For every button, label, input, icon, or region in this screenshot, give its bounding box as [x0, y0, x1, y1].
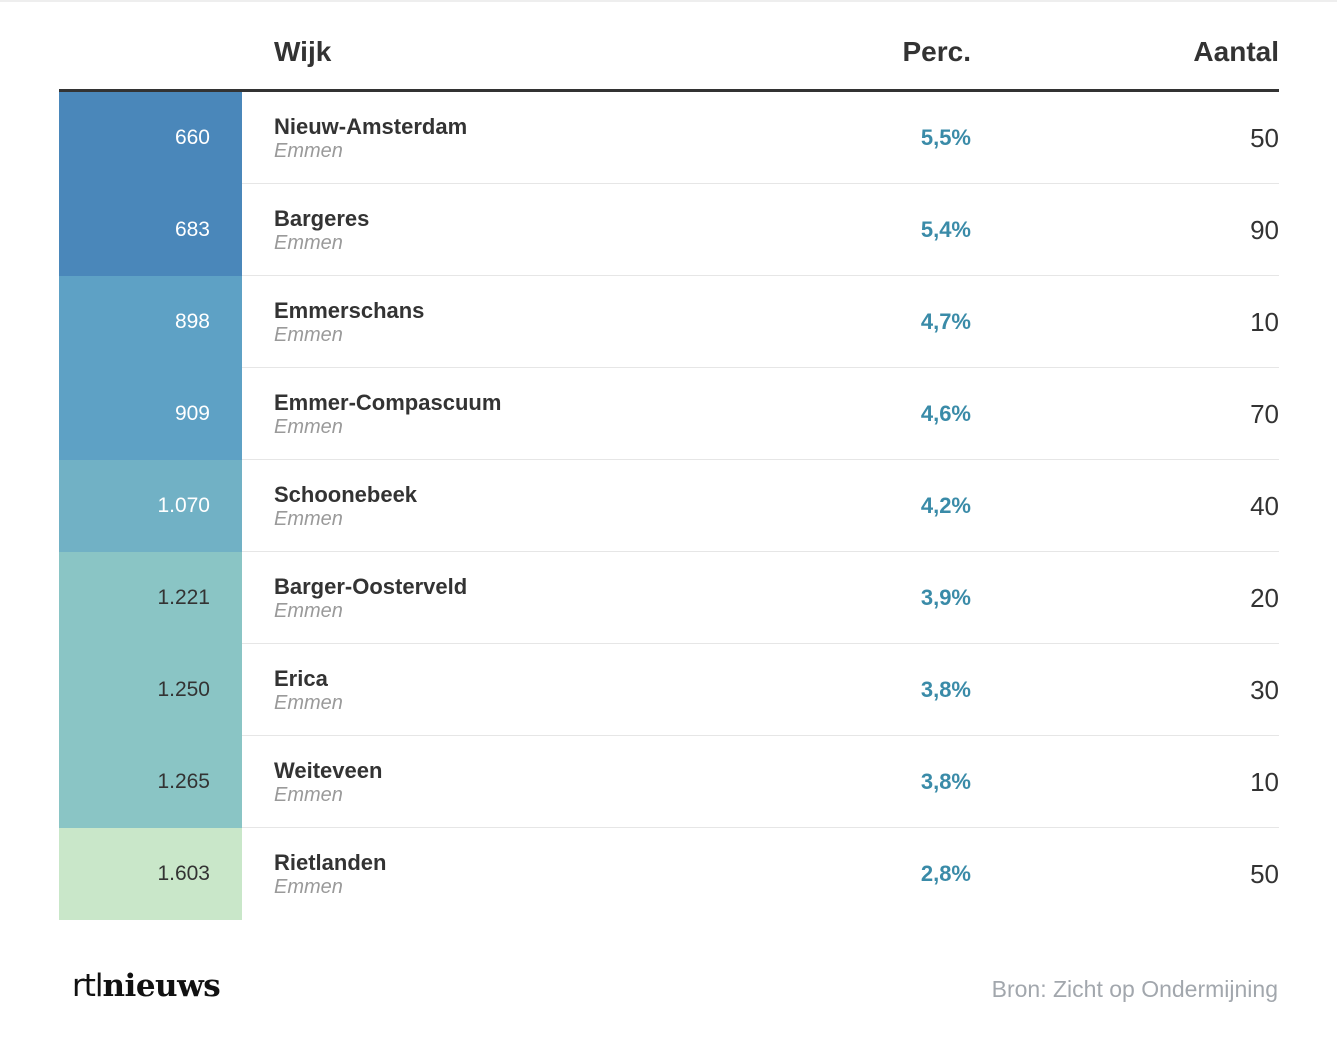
- header-aantal: Aantal: [1193, 36, 1279, 67]
- header-wijk: Wijk: [274, 36, 332, 67]
- aantal-value: 50: [1250, 859, 1279, 889]
- rtl-nieuws-logo: rtlnieuws: [72, 966, 221, 1006]
- row-divider: [242, 735, 1279, 736]
- top-divider: [0, 0, 1337, 2]
- rank-cell: 1.070: [59, 460, 242, 552]
- perc-value: 3,9%: [920, 585, 971, 610]
- aantal-value: 90: [1250, 215, 1279, 245]
- perc-value: 4,7%: [920, 309, 971, 334]
- logo-rtl-text: rtl: [72, 968, 104, 1004]
- aantal-value: 40: [1250, 491, 1279, 521]
- row-divider: [242, 183, 1279, 184]
- table-row: 683 Bargeres Emmen 5,4% 90: [59, 184, 1279, 276]
- table-body: 660 Nieuw-Amsterdam Emmen 5,5% 50 683 Bargeres…: [59, 92, 1279, 920]
- municipality-name: Emmen: [274, 876, 343, 898]
- source-note: Bron: Zicht op Ondermijning: [991, 976, 1278, 1002]
- logo-nieuws-text: nieuws: [102, 968, 221, 1004]
- table-row: 909 Emmer-Compascuum Emmen 4,6% 70: [59, 368, 1279, 460]
- table-header: Wijk Perc. Aantal: [59, 0, 1279, 92]
- aantal-value: 10: [1250, 767, 1279, 797]
- aantal-value: 10: [1250, 307, 1279, 337]
- table-row: 1.603 Rietlanden Emmen 2,8% 50: [59, 828, 1279, 920]
- municipality-name: Emmen: [274, 416, 343, 438]
- municipality-name: Emmen: [274, 600, 343, 622]
- wijk-name: Schoonebeek: [274, 482, 418, 507]
- rank-cell: 898: [59, 276, 242, 368]
- rank-cell: 1.250: [59, 644, 242, 736]
- perc-value: 3,8%: [920, 769, 971, 794]
- rank-value: 898: [174, 310, 210, 333]
- perc-value: 4,2%: [920, 493, 971, 518]
- wijk-name: Emmerschans: [274, 298, 425, 323]
- rank-cell: 660: [59, 92, 242, 184]
- table-row: 660 Nieuw-Amsterdam Emmen 5,5% 50: [59, 92, 1279, 184]
- table-row: 1.265 Weiteveen Emmen 3,8% 10: [59, 736, 1279, 828]
- ranking-table: Wijk Perc. Aantal 660 Nieuw-Amsterdam Emme…: [59, 0, 1279, 920]
- header-perc: Perc.: [902, 36, 972, 67]
- aantal-value: 70: [1250, 399, 1279, 429]
- wijk-name: Erica: [274, 666, 328, 691]
- perc-value: 3,8%: [920, 677, 971, 702]
- wijk-name: Barger-Oosterveld: [274, 574, 468, 599]
- rank-value: 1.250: [157, 678, 210, 701]
- rank-cell: 909: [59, 368, 242, 460]
- row-divider: [242, 827, 1279, 828]
- rank-value: 660: [174, 126, 210, 149]
- perc-value: 4,6%: [920, 401, 971, 426]
- row-divider: [242, 275, 1279, 276]
- municipality-name: Emmen: [274, 692, 343, 714]
- municipality-name: Emmen: [274, 140, 343, 162]
- wijk-name: Emmer-Compascuum: [274, 390, 502, 415]
- municipality-name: Emmen: [274, 508, 343, 530]
- aantal-value: 20: [1250, 583, 1279, 613]
- aantal-value: 50: [1250, 123, 1279, 153]
- rank-value: 1.070: [157, 494, 210, 517]
- municipality-name: Emmen: [274, 232, 343, 254]
- perc-value: 5,5%: [920, 125, 971, 150]
- rank-value: 1.603: [157, 862, 210, 885]
- aantal-value: 30: [1250, 675, 1279, 705]
- table-row: 1.221 Barger-Oosterveld Emmen 3,9% 20: [59, 552, 1279, 644]
- table-row: 898 Emmerschans Emmen 4,7% 10: [59, 276, 1279, 368]
- municipality-name: Emmen: [274, 784, 343, 806]
- rank-value: 1.221: [157, 586, 210, 609]
- table-row: 1.070 Schoonebeek Emmen 4,2% 40: [59, 460, 1279, 552]
- row-divider: [242, 459, 1279, 460]
- wijk-name: Nieuw-Amsterdam: [274, 114, 468, 139]
- row-divider: [242, 643, 1279, 644]
- perc-value: 5,4%: [920, 217, 971, 242]
- wijk-name: Bargeres: [274, 206, 370, 231]
- table-row: 1.250 Erica Emmen 3,8% 30: [59, 644, 1279, 736]
- row-divider: [242, 367, 1279, 368]
- rank-cell: 1.603: [59, 828, 242, 920]
- wijk-name: Rietlanden: [274, 850, 387, 875]
- rank-value: 1.265: [157, 770, 210, 793]
- perc-value: 2,8%: [920, 861, 971, 886]
- municipality-name: Emmen: [274, 324, 343, 346]
- rank-value: 683: [174, 218, 210, 241]
- wijk-name: Weiteveen: [274, 758, 383, 783]
- rank-cell: 683: [59, 184, 242, 276]
- rank-cell: 1.265: [59, 736, 242, 828]
- rank-value: 909: [174, 402, 210, 425]
- row-divider: [242, 551, 1279, 552]
- rank-cell: 1.221: [59, 552, 242, 644]
